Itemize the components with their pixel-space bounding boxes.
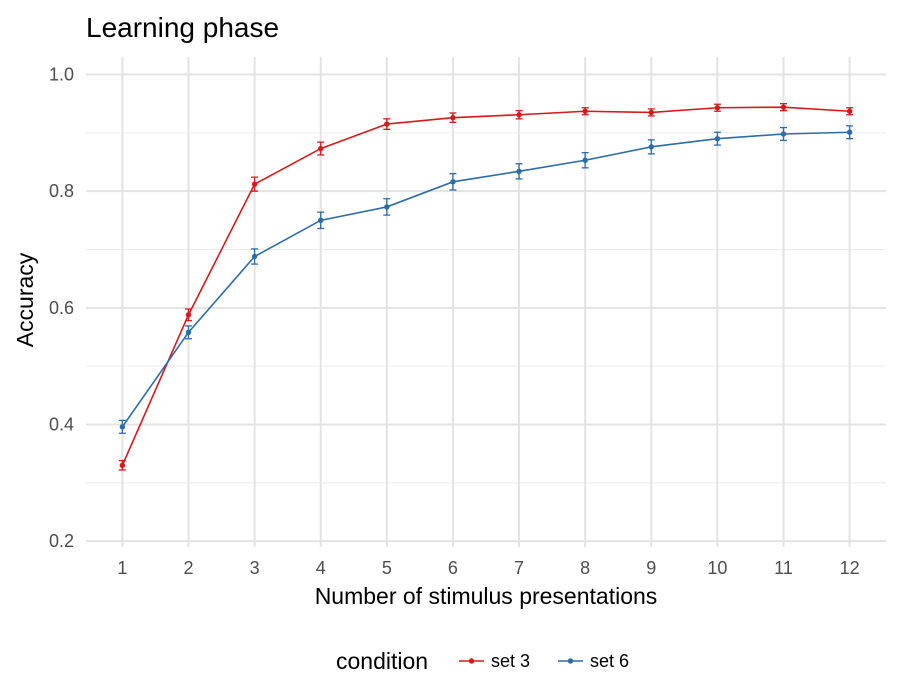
y-tick-label: 1.0	[49, 65, 74, 85]
data-point	[582, 157, 588, 163]
data-point	[516, 112, 522, 118]
x-tick-label: 7	[514, 558, 524, 578]
legend-key-point	[567, 658, 574, 664]
data-point	[714, 105, 721, 111]
x-tick-label: 3	[250, 558, 260, 578]
series-line	[121, 106, 850, 466]
series-layer	[118, 103, 854, 471]
series-set-6	[118, 125, 854, 434]
legend-key-point	[468, 658, 475, 664]
data-point	[846, 129, 853, 135]
legend-label: set 3	[491, 651, 530, 671]
data-point	[318, 145, 324, 152]
data-point	[384, 204, 390, 210]
data-point	[450, 179, 456, 185]
x-axis-ticks: 1 2 3 4 5 6 7 8 9 10 11 12	[117, 558, 859, 578]
data-point	[648, 109, 654, 116]
x-tick-label: 4	[316, 558, 326, 578]
data-point	[780, 131, 787, 137]
data-point	[780, 104, 787, 110]
x-tick-label: 8	[580, 558, 590, 578]
y-tick-label: 0.6	[49, 298, 74, 318]
y-tick-label: 0.8	[49, 181, 74, 201]
data-point	[185, 329, 192, 336]
y-axis-label: Accuracy	[12, 252, 38, 347]
data-point	[251, 253, 258, 260]
x-tick-label: 2	[183, 558, 193, 578]
y-axis-ticks: 0.2 0.4 0.6 0.8 1.0	[49, 65, 74, 552]
chart-title: Learning phase	[86, 12, 279, 43]
y-tick-label: 0.2	[49, 531, 74, 551]
series-line	[121, 131, 850, 428]
x-tick-label: 9	[646, 558, 656, 578]
data-point	[450, 114, 456, 121]
x-tick-label: 11	[774, 558, 793, 578]
x-tick-label: 1	[117, 558, 127, 578]
data-point	[185, 312, 192, 318]
legend: condition set 3 set 6	[336, 648, 629, 674]
grid	[86, 57, 886, 547]
legend-label: set 6	[590, 651, 629, 671]
data-point	[119, 424, 126, 430]
legend-title: condition	[336, 648, 428, 674]
data-point	[384, 121, 390, 127]
x-tick-label: 10	[707, 558, 727, 578]
x-tick-label: 5	[382, 558, 392, 578]
data-point	[318, 217, 324, 224]
x-axis-label: Number of stimulus presentations	[315, 583, 658, 609]
data-point	[714, 135, 721, 142]
y-tick-label: 0.4	[49, 415, 74, 435]
data-point	[516, 168, 522, 175]
data-point	[648, 144, 654, 150]
series-set-3	[118, 103, 854, 471]
x-tick-label: 12	[840, 558, 860, 578]
x-tick-label: 6	[448, 558, 458, 578]
data-point	[582, 108, 588, 114]
data-point	[119, 462, 126, 469]
data-point	[251, 181, 258, 187]
data-point	[846, 108, 853, 114]
